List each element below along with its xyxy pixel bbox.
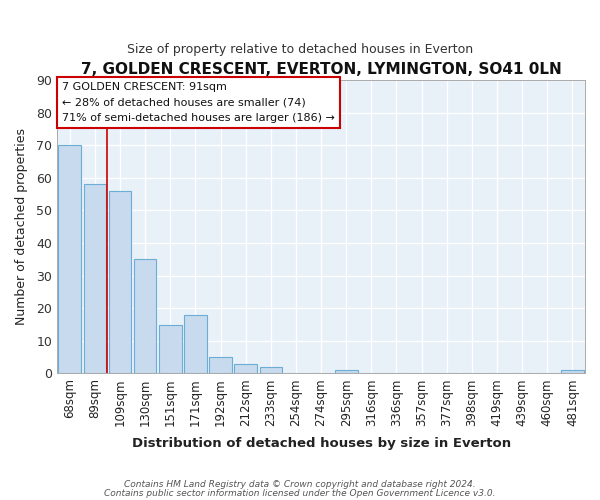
Bar [58, 145, 81, 374]
Bar [134, 260, 157, 374]
Text: 7 GOLDEN CRESCENT: 91sqm
← 28% of detached houses are smaller (74)
71% of semi-d: 7 GOLDEN CRESCENT: 91sqm ← 28% of detach… [62, 82, 335, 122]
Bar [184, 314, 207, 374]
Y-axis label: Number of detached properties: Number of detached properties [15, 128, 28, 325]
Bar [260, 367, 282, 374]
Bar [335, 370, 358, 374]
Bar [109, 191, 131, 374]
X-axis label: Distribution of detached houses by size in Everton: Distribution of detached houses by size … [131, 437, 511, 450]
Bar [561, 370, 584, 374]
Text: Contains HM Land Registry data © Crown copyright and database right 2024.: Contains HM Land Registry data © Crown c… [124, 480, 476, 489]
Bar [209, 357, 232, 374]
Bar [159, 324, 182, 374]
Text: Contains public sector information licensed under the Open Government Licence v3: Contains public sector information licen… [104, 488, 496, 498]
Bar [83, 184, 106, 374]
Title: 7, GOLDEN CRESCENT, EVERTON, LYMINGTON, SO41 0LN: 7, GOLDEN CRESCENT, EVERTON, LYMINGTON, … [81, 62, 562, 78]
Text: Size of property relative to detached houses in Everton: Size of property relative to detached ho… [127, 42, 473, 56]
Bar [235, 364, 257, 374]
